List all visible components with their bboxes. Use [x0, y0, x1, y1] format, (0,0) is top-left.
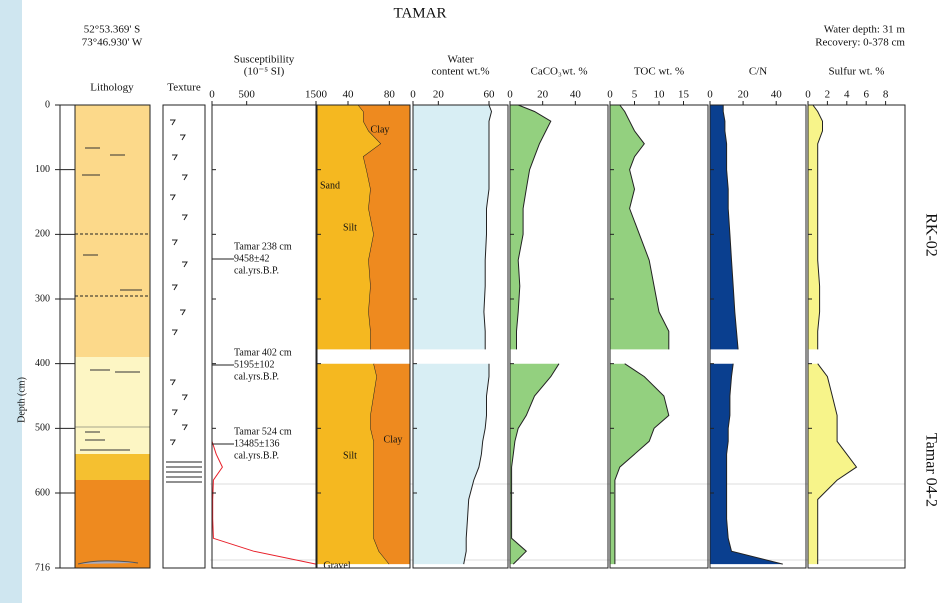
facies-label: Silt — [343, 450, 357, 461]
panel: TOC wt. % 0 5 10 15 — [607, 66, 709, 569]
x-tick-label: 0 — [507, 89, 513, 101]
x-tick-label: 2 — [825, 89, 831, 101]
area-fill — [413, 105, 492, 565]
map-edge — [0, 0, 22, 603]
annotation: 13485±136 — [234, 438, 280, 449]
lithology-title: Lithology — [90, 82, 134, 94]
x-tick-label: 4 — [844, 89, 850, 101]
latitude: 52°53.369' S — [84, 24, 141, 36]
x-tick-label: 40 — [570, 89, 582, 101]
x-tick-label: 0 — [209, 89, 215, 101]
facies-label: Gravel — [323, 560, 350, 571]
panel: Susceptibility(10⁻⁵ SI) 0 500 1500 Tamar 238… — [209, 54, 328, 569]
panel: 40 80 Clay Sand Silt Clay Silt Gravel — [316, 89, 411, 571]
longitude: 73°46.930' W — [82, 37, 143, 49]
texture-column — [162, 104, 206, 569]
panel-frame — [316, 104, 411, 569]
series-line — [722, 105, 783, 565]
annotation: 5195±102 — [234, 359, 275, 370]
x-tick-label: 20 — [738, 89, 750, 101]
facies-label: Clay — [384, 434, 403, 445]
x-tick-label: 80 — [384, 89, 396, 101]
depth-tick-label: 100 — [35, 164, 50, 175]
panel-frame — [807, 104, 906, 569]
depth-tick-label: 600 — [35, 487, 50, 498]
x-tick-label: 0 — [410, 89, 416, 101]
texture-title: Texture — [167, 82, 201, 94]
panel-frame — [609, 104, 709, 569]
annotation: Tamar 402 cm — [234, 347, 292, 358]
series-line — [511, 104, 560, 565]
core-label: RK-02 — [922, 213, 939, 257]
x-tick-label: 1500 — [305, 89, 328, 101]
area-fill — [710, 105, 783, 565]
x-tick-label: 60 — [484, 89, 496, 101]
panel-frame — [412, 104, 509, 569]
panel: C/N 0 20 40 — [707, 66, 807, 569]
x-tick-label: 0 — [805, 89, 811, 101]
panel-title: Sulfur wt. % — [829, 66, 885, 78]
panel: CaCO₃wt. % 0 20 40 — [507, 66, 609, 569]
water-depth: Water depth: 31 m — [824, 24, 906, 36]
panel: Sulfur wt. % 0 2 4 6 8 — [805, 66, 906, 569]
x-tick-label: 0 — [607, 89, 613, 101]
depth-tick-label: 300 — [35, 293, 50, 304]
depth-axis-label: Depth (cm) — [16, 377, 27, 423]
facies-label: Sand — [320, 180, 340, 191]
x-tick-label: 500 — [238, 89, 255, 101]
panel-frame — [509, 104, 609, 569]
panel-title: Susceptibility — [234, 54, 295, 66]
area-fill — [358, 105, 410, 565]
x-tick-label: 0 — [707, 89, 713, 101]
series-line — [812, 104, 858, 565]
annotation: Tamar 524 cm — [234, 426, 292, 437]
depth-tick-label: 716 — [35, 562, 50, 573]
x-tick-label: 6 — [863, 89, 869, 101]
depth-tick-label: 0 — [45, 99, 50, 110]
depth-tick-label: 500 — [35, 423, 50, 434]
panel-frame — [211, 104, 317, 569]
annotation: Tamar 238 cm — [234, 241, 292, 252]
x-tick-label: 5 — [632, 89, 638, 101]
area-fill — [510, 105, 559, 565]
facies-label: Silt — [343, 222, 357, 233]
series-line — [463, 104, 493, 565]
panel-title: CaCO₃wt. % — [531, 66, 588, 78]
panel-frame — [709, 104, 807, 569]
core-label: Tamar 04-2 — [922, 433, 939, 507]
series-line — [614, 104, 670, 565]
depth-tick-label: 200 — [35, 229, 50, 240]
figure-title: TAMAR — [394, 5, 447, 21]
annotation: 9458±42 — [234, 253, 270, 264]
facies-label: Clay — [371, 124, 390, 135]
annotation: cal.yrs.B.P. — [234, 265, 279, 276]
area-fill — [808, 105, 857, 565]
panel-title: content wt.% — [431, 66, 489, 78]
panel-title: (10⁻⁵ SI) — [244, 66, 285, 78]
recovery: Recovery: 0-378 cm — [815, 37, 905, 49]
x-tick-label: 15 — [678, 89, 690, 101]
x-tick-label: 40 — [771, 89, 783, 101]
area-fill — [317, 105, 390, 565]
annotation: cal.yrs.B.P. — [234, 450, 279, 461]
annotation: cal.yrs.B.P. — [234, 371, 279, 382]
panel-title: C/N — [749, 66, 767, 78]
x-tick-label: 40 — [343, 89, 355, 101]
x-tick-label: 8 — [883, 89, 889, 101]
panel-title: TOC wt. % — [634, 66, 684, 78]
lithology-column — [74, 104, 151, 569]
panel-title: Water — [448, 54, 474, 66]
depth-tick-label: 400 — [35, 358, 50, 369]
x-tick-label: 10 — [654, 89, 666, 101]
area-fill — [610, 105, 669, 565]
x-tick-label: 20 — [537, 89, 549, 101]
x-tick-label: 20 — [433, 89, 445, 101]
